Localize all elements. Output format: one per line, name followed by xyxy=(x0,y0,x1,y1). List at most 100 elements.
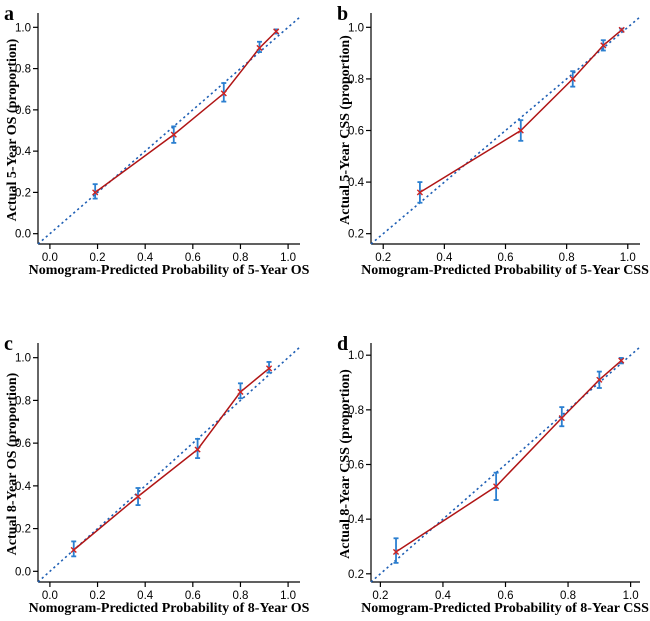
y-tick-label: 1.0 xyxy=(15,353,31,365)
data-point-stroke xyxy=(70,546,77,554)
data-point xyxy=(416,189,424,196)
x-tick-label: 0.2 xyxy=(90,252,106,264)
x-tick-label: 0.4 xyxy=(436,252,453,264)
data-point-stroke xyxy=(220,90,227,97)
x-axis-title: Nomogram-Predicted Probability of 8-Year… xyxy=(361,601,649,616)
data-point xyxy=(558,414,565,422)
y-axis-title: Actual 8-Year CSS (proportion) xyxy=(338,369,353,559)
data-point xyxy=(237,388,244,395)
y-tick-label: 0.8 xyxy=(15,64,31,76)
data-point xyxy=(273,28,280,35)
calibration-line xyxy=(94,30,277,194)
y-tick-label: 0.2 xyxy=(348,229,364,241)
data-point xyxy=(600,42,607,49)
data-point-stroke xyxy=(170,131,177,138)
data-point xyxy=(134,493,142,500)
y-tick-label: 0.2 xyxy=(348,569,364,581)
data-point xyxy=(569,75,576,83)
y-tick-label: 0.6 xyxy=(15,105,31,117)
x-tick-label: 0.0 xyxy=(42,590,58,602)
x-tick-label: 0.6 xyxy=(185,590,201,602)
calibration-line xyxy=(395,360,622,553)
panel-letter: c xyxy=(4,333,13,355)
data-point xyxy=(220,90,227,97)
data-point xyxy=(618,26,625,33)
ideal-reference-line xyxy=(370,346,641,583)
x-axis-title: Nomogram-Predicted Probability of 8-Year… xyxy=(29,601,310,616)
x-tick-label: 0.4 xyxy=(137,590,154,602)
x-axis-title: Nomogram-Predicted Probability of 5-Year… xyxy=(29,263,310,278)
data-point xyxy=(70,546,77,554)
data-point-stroke xyxy=(558,414,565,422)
panel-letter: b xyxy=(337,3,348,25)
data-point xyxy=(92,189,99,196)
data-point-stroke xyxy=(600,42,607,49)
data-point xyxy=(493,483,500,490)
y-tick-label: 0.6 xyxy=(348,126,364,138)
data-point-stroke xyxy=(618,357,625,364)
y-axis-title: Actual 5-Year OS (proportion) xyxy=(5,38,20,221)
y-tick-label: 1.0 xyxy=(348,22,364,34)
data-point-stroke xyxy=(416,189,424,196)
y-tick-label: 0.6 xyxy=(348,460,364,472)
x-tick-label: 1.0 xyxy=(623,590,639,602)
x-tick-label: 0.2 xyxy=(372,590,388,602)
x-tick-label: 0.8 xyxy=(559,252,575,264)
x-tick-label: 0.6 xyxy=(498,252,514,264)
data-point-stroke xyxy=(596,376,603,383)
data-point xyxy=(618,357,625,364)
data-point-stroke xyxy=(517,127,524,134)
data-point-stroke xyxy=(569,75,576,83)
y-tick-label: 0.4 xyxy=(15,481,32,493)
data-point-stroke xyxy=(265,365,273,372)
calibration-line xyxy=(419,29,623,194)
data-point xyxy=(170,131,177,138)
y-axis-title: Actual 8-Year OS (proportion) xyxy=(5,372,20,555)
x-tick-label: 0.8 xyxy=(560,590,576,602)
data-point-stroke xyxy=(237,388,244,395)
x-tick-label: 0.4 xyxy=(435,590,452,602)
x-tick-label: 1.0 xyxy=(280,590,296,602)
y-tick-label: 0.2 xyxy=(15,524,31,536)
y-tick-label: 1.0 xyxy=(15,22,31,34)
y-tick-label: 0.4 xyxy=(15,146,32,158)
y-axis-title: Actual 5-Year CSS (proportion) xyxy=(338,35,353,225)
x-tick-label: 0.0 xyxy=(42,252,58,264)
y-tick-label: 1.0 xyxy=(348,350,364,362)
ideal-reference-line xyxy=(37,16,301,245)
data-point-stroke xyxy=(618,26,625,33)
y-tick-label: 0.6 xyxy=(15,438,31,450)
y-tick-label: 0.0 xyxy=(15,566,31,578)
data-point xyxy=(596,376,603,383)
data-point xyxy=(194,446,201,453)
panel-letter: d xyxy=(337,333,348,355)
data-point-stroke xyxy=(92,189,99,196)
y-tick-label: 0.2 xyxy=(15,187,31,199)
data-point xyxy=(392,548,400,556)
ideal-reference-line xyxy=(370,16,641,245)
y-tick-label: 0.4 xyxy=(348,177,365,189)
x-axis-title: Nomogram-Predicted Probability of 5-Year… xyxy=(361,263,649,278)
x-tick-label: 0.2 xyxy=(375,252,391,264)
x-tick-label: 0.6 xyxy=(498,590,514,602)
y-tick-label: 0.8 xyxy=(348,74,364,86)
data-point xyxy=(517,127,524,134)
x-tick-label: 0.6 xyxy=(185,252,201,264)
data-point xyxy=(256,44,263,52)
x-tick-label: 0.4 xyxy=(137,252,154,264)
panel-a: a0.0 0.2 0.4 0.6 0.8 1.00.00.20.40.60.81.0Nom… xyxy=(4,3,310,278)
panel-c: c0.0 0.2 0.4 0.6 0.8 1.00.00.20.40.60.81.0Nom… xyxy=(4,333,310,616)
y-tick-label: 0.4 xyxy=(348,514,365,526)
panel-b: b0.2 0.4 0.6 0.8 1.00.20.40.60.81.0Nomogram-… xyxy=(337,3,649,278)
data-point-stroke xyxy=(273,28,280,35)
y-tick-label: 0.8 xyxy=(348,405,364,417)
x-tick-label: 0.2 xyxy=(90,590,106,602)
x-tick-label: 1.0 xyxy=(280,252,296,264)
data-point xyxy=(265,365,273,372)
data-point-stroke xyxy=(194,446,201,453)
data-point-stroke xyxy=(256,44,263,52)
x-tick-label: 0.8 xyxy=(232,252,248,264)
data-point-stroke xyxy=(134,493,142,500)
panel-letter: a xyxy=(4,3,14,25)
